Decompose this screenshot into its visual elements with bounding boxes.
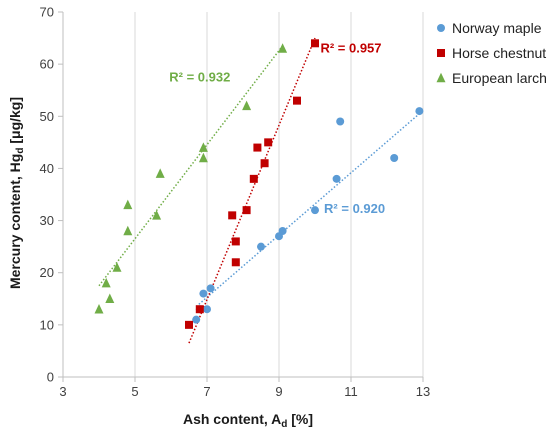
y-tick-label: 30 (40, 213, 54, 228)
european-larch-trendline (98, 45, 284, 287)
legend: Norway maple Horse chestnut European larch (436, 20, 547, 86)
european-larch-point (198, 142, 208, 152)
y-tick-label: 20 (40, 265, 54, 280)
horse-chestnut-legend-label: Horse chestnut (452, 45, 546, 61)
european-larch-point (155, 168, 165, 178)
x-axis-title-unit: [%] (287, 411, 313, 427)
x-tick-label: 11 (344, 384, 358, 399)
y-tick-label: 10 (40, 317, 54, 332)
european-larch-legend-marker (436, 72, 446, 83)
horse-chestnut-point (253, 143, 262, 152)
norway-maple-legend-label: Norway maple (452, 20, 542, 36)
european-larch-legend-label: European larch (452, 70, 547, 86)
european-larch-point (112, 262, 122, 272)
r2-labels: R² = 0.920 R² = 0.957 R² = 0.932 (169, 41, 385, 216)
norway-maple-trendline (195, 113, 420, 308)
norway-maple-point (192, 315, 201, 324)
horse-chestnut-point (260, 159, 269, 168)
european-larch-point (152, 210, 162, 220)
y-axis-title-unit: [μg/kg] (7, 97, 23, 148)
grid-lines (62, 12, 424, 377)
norway-maple-point (206, 284, 215, 293)
y-tick-label: 40 (40, 161, 54, 176)
y-tick-label: 50 (40, 109, 54, 124)
european-larch-point (123, 199, 133, 210)
x-tick-label: 9 (275, 384, 282, 399)
x-axis-title-main: Ash content, A (183, 411, 281, 427)
norway-maple-point (278, 227, 287, 235)
norway-maple-point (199, 289, 208, 298)
european-larch-point (278, 43, 288, 53)
norway-maple-point (390, 154, 399, 162)
y-axis-title-main: Mercury content, Hg (7, 154, 23, 289)
y-tick-label: 60 (40, 57, 54, 72)
x-tick-label: 3 (59, 384, 66, 399)
norway-maple-point (415, 107, 424, 116)
x-axis-title: Ash content, Ad [%] (183, 411, 313, 430)
y-axis-title-subscript: d (15, 148, 26, 154)
y-tick-label: 70 (40, 5, 54, 20)
norway-maple-r2-label: R² = 0.920 (324, 201, 385, 216)
horse-chestnut-point (293, 96, 301, 105)
horse-chestnut-point (195, 305, 204, 314)
norway-maple-legend-marker (437, 24, 445, 32)
norway-maple-point (311, 206, 319, 215)
horse-chestnut-point (242, 206, 251, 215)
horse-chestnut-point (228, 211, 237, 220)
tick-labels: 0 10 20 30 40 50 60 70 3 5 7 9 11 13 (40, 5, 431, 400)
european-larch-point (101, 277, 111, 288)
x-axis-title-subscript: d (281, 419, 287, 430)
horse-chestnut-point (231, 258, 240, 267)
horse-chestnut-trendline (188, 37, 316, 344)
horse-chestnut-point (231, 237, 240, 246)
x-tick-label: 7 (203, 384, 210, 399)
horse-chestnut-point (185, 320, 193, 329)
european-larch-point (105, 293, 115, 304)
horse-chestnut-point (249, 174, 258, 183)
y-axis-title: Mercury content, Hgd [μg/kg] (7, 97, 26, 289)
european-larch-point (123, 225, 133, 236)
norway-maple-point (336, 117, 345, 126)
data-points (94, 39, 424, 329)
european-larch-point (198, 152, 208, 163)
european-larch-point (242, 100, 252, 111)
horse-chestnut-point (311, 39, 319, 48)
european-larch-r2-label: R² = 0.932 (169, 69, 230, 84)
trendlines (98, 37, 420, 344)
norway-maple-point (257, 242, 265, 251)
x-tick-label: 13 (416, 384, 430, 399)
x-tick-label: 5 (131, 384, 138, 399)
horse-chestnut-r2-label: R² = 0.957 (320, 41, 381, 56)
horse-chestnut-legend-marker (437, 49, 445, 57)
horse-chestnut-point (264, 138, 273, 147)
y-tick-label: 0 (47, 370, 54, 385)
european-larch-point (94, 303, 104, 314)
norway-maple-point (332, 174, 341, 183)
axes (58, 11, 424, 382)
norway-maple-point (203, 305, 211, 314)
